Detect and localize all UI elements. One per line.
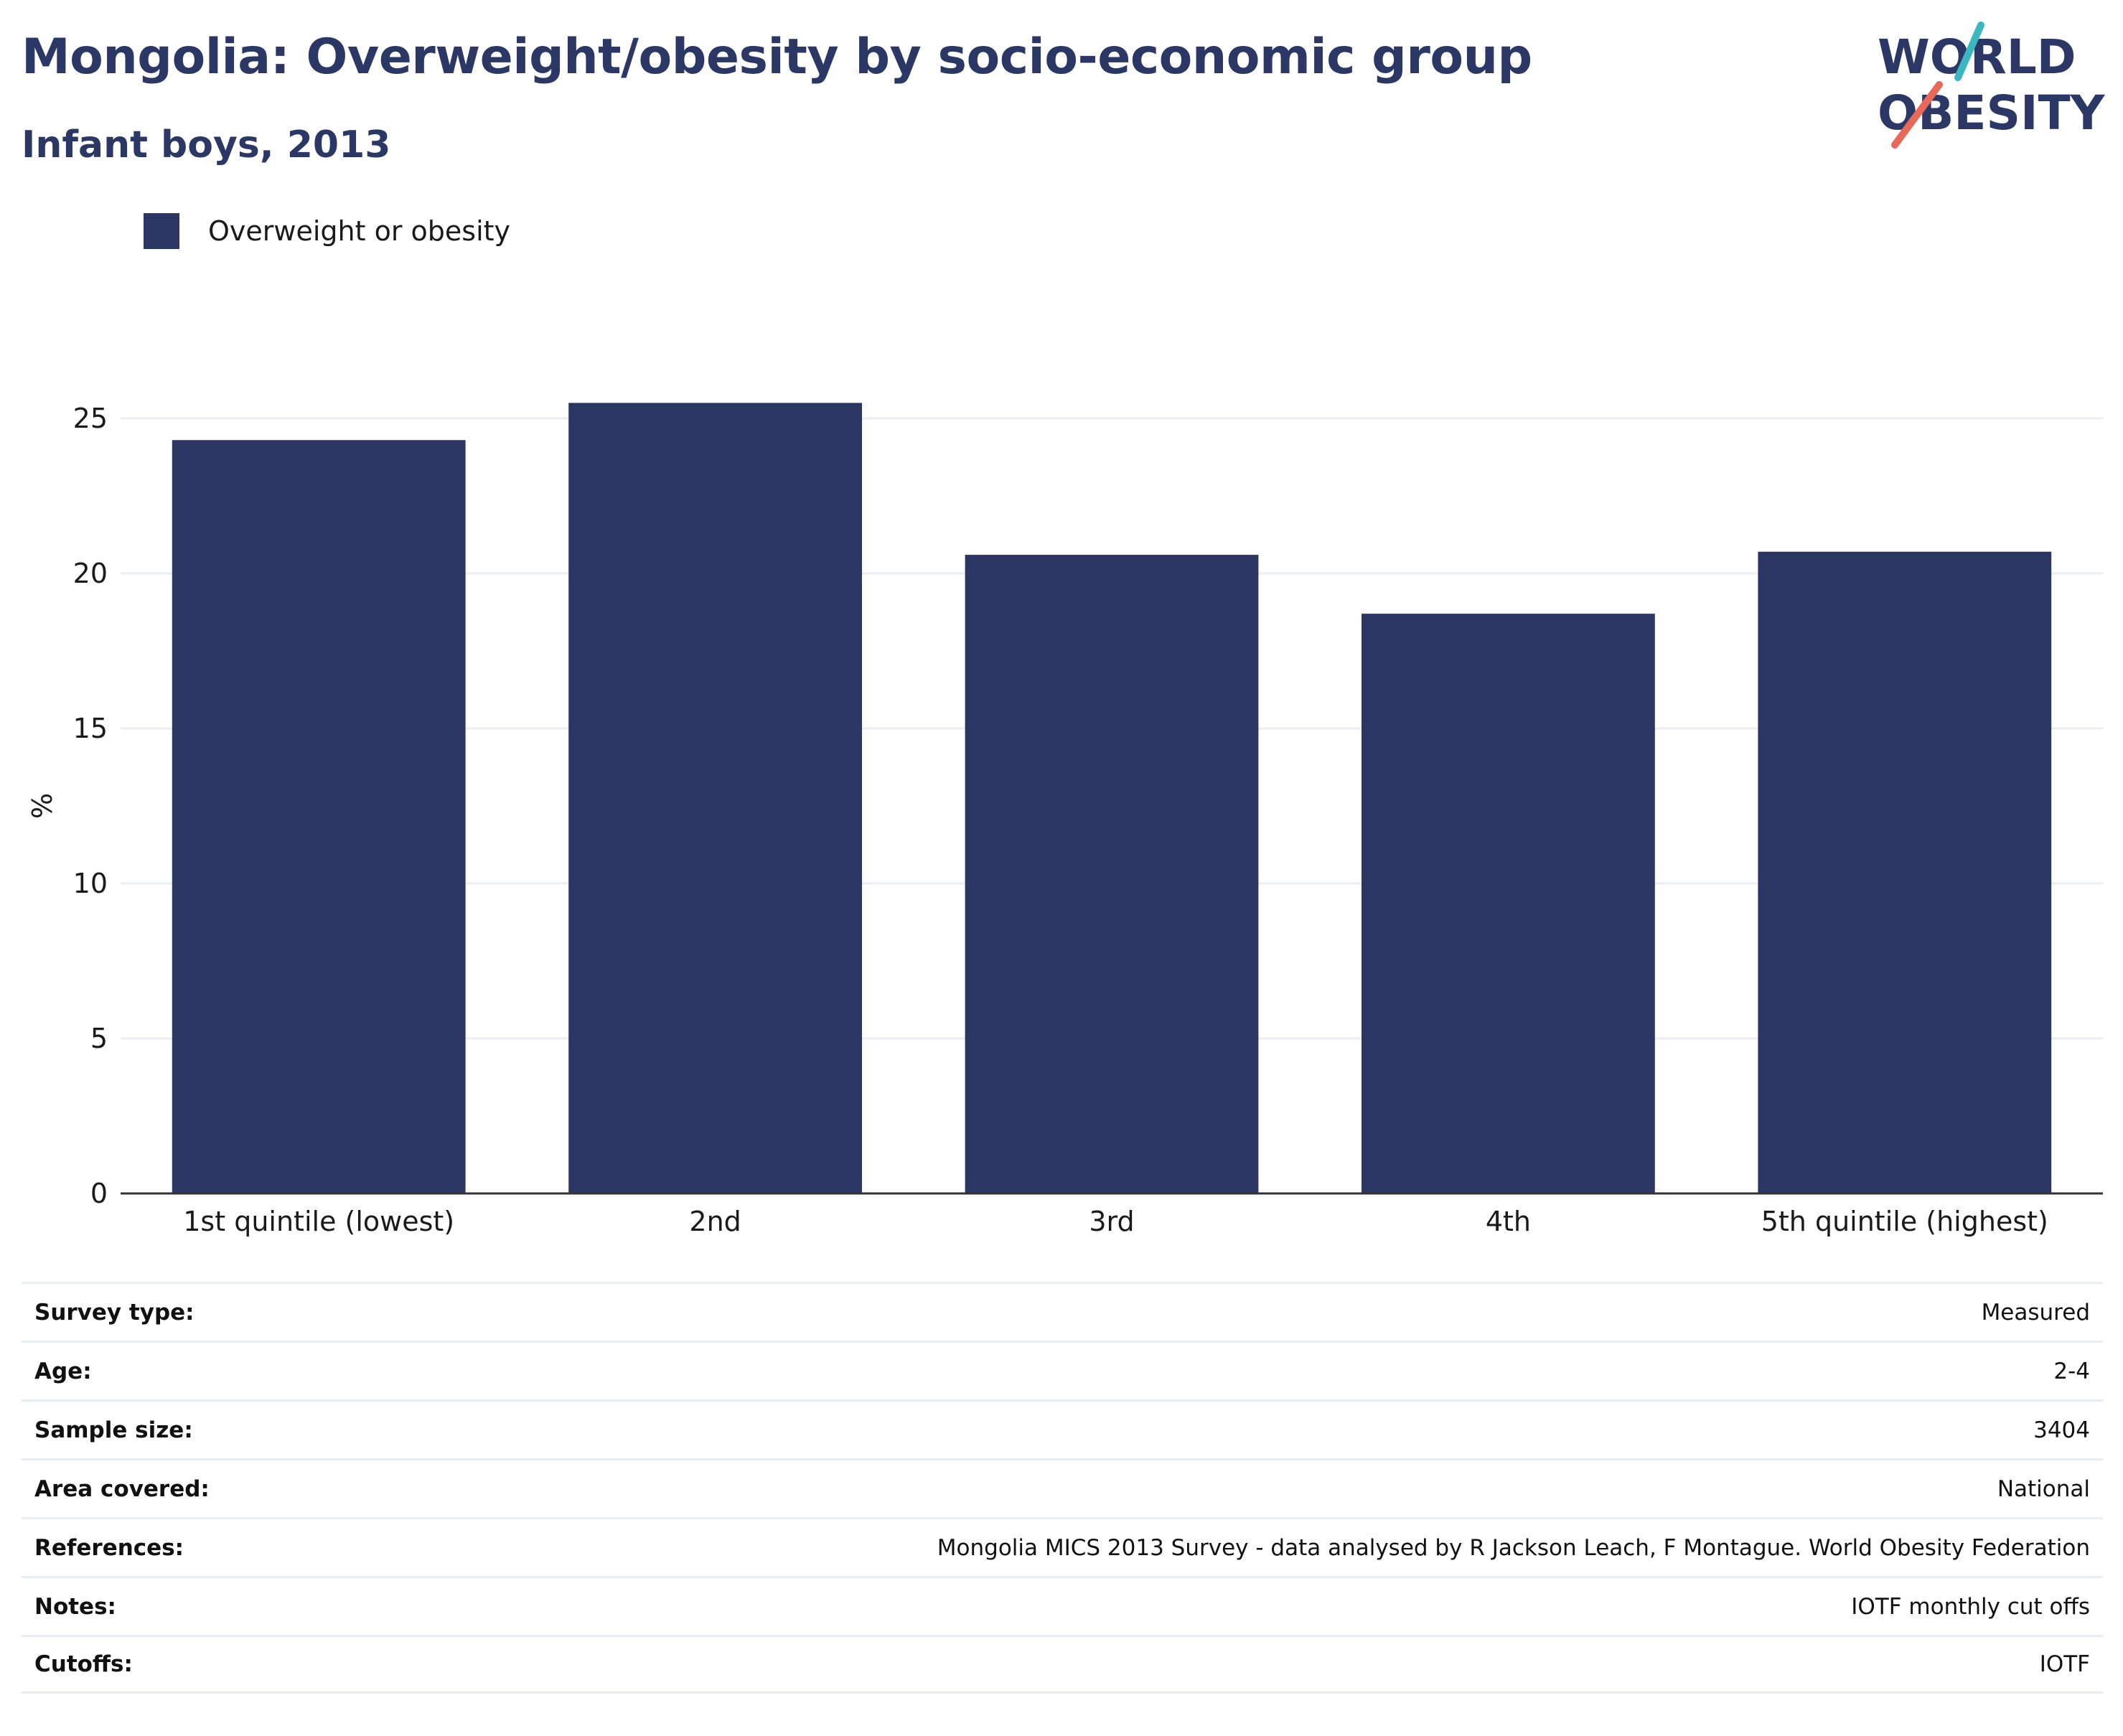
info-value: Mongolia MICS 2013 Survey - data analyse…: [937, 1534, 2090, 1561]
bar-chart: 0 5 10 15 20 25% 1st quintile (lowest) 2nd 3rd 4t…: [27, 403, 2103, 1237]
legend: Overweight or obesity: [144, 212, 510, 250]
info-value: 2-4: [2053, 1358, 2090, 1384]
chart-subtitle: Infant boys, 2013: [22, 123, 391, 166]
info-value: IOTF monthly cut offs: [1851, 1593, 2090, 1620]
bar: [568, 403, 862, 1193]
y-tick-label: 25: [73, 403, 108, 434]
info-value: IOTF: [2039, 1651, 2090, 1677]
axes: 0 5 10 15 20 25% 1st quintile (lowest) 2nd 3rd 4t…: [27, 403, 2103, 1237]
info-row: Area covered: National: [22, 1458, 2103, 1517]
x-tick-label: 4th: [1486, 1206, 1531, 1237]
x-tick-label: 2nd: [689, 1206, 741, 1237]
y-tick-label: 5: [90, 1023, 108, 1054]
info-row: References: Mongolia MICS 2013 Survey - d…: [22, 1517, 2103, 1576]
logo-slash-top: [1954, 22, 1984, 81]
info-label: Survey type:: [34, 1299, 195, 1326]
world-obesity-logo: WORLD OBESITY: [1878, 22, 2106, 149]
legend-label: Overweight or obesity: [208, 215, 511, 247]
info-value: 3404: [2033, 1417, 2090, 1443]
info-label: References:: [34, 1534, 184, 1561]
info-row: Sample size: 3404: [22, 1399, 2103, 1458]
info-value: Measured: [1981, 1299, 2090, 1326]
info-row: Age: 2-4: [22, 1341, 2103, 1399]
x-tick-label: 1st quintile (lowest): [183, 1206, 454, 1237]
x-tick-label: 5th quintile (highest): [1761, 1206, 2048, 1237]
y-tick-label: 0: [90, 1178, 108, 1209]
bar: [965, 555, 1259, 1193]
chart-title: Mongolia: Overweight/obesity by socio-ec…: [22, 29, 1532, 85]
info-value: National: [1997, 1475, 2090, 1502]
info-label: Sample size:: [34, 1417, 193, 1443]
info-label: Cutoffs:: [34, 1651, 133, 1677]
bars: [172, 403, 2052, 1193]
y-tick-label: 15: [73, 713, 108, 744]
bar: [1758, 551, 2052, 1193]
info-label: Notes:: [34, 1593, 116, 1620]
info-label: Age:: [34, 1358, 92, 1384]
info-row: Cutoffs: IOTF: [22, 1635, 2103, 1694]
survey-info-table: Survey type: Measured Age: 2-4 Sample size: 3…: [22, 1282, 2103, 1694]
info-row: Notes: IOTF monthly cut offs: [22, 1576, 2103, 1635]
y-tick-label: 10: [73, 868, 108, 899]
bar: [1362, 614, 1655, 1193]
y-tick-label: 20: [73, 558, 108, 589]
info-label: Area covered:: [34, 1475, 210, 1502]
logo-slash-bottom: [1891, 81, 1943, 149]
legend-swatch: [144, 213, 179, 249]
y-axis-label: %: [27, 793, 58, 819]
x-tick-label: 3rd: [1089, 1206, 1134, 1237]
bar: [172, 440, 466, 1193]
info-row: Survey type: Measured: [22, 1282, 2103, 1341]
